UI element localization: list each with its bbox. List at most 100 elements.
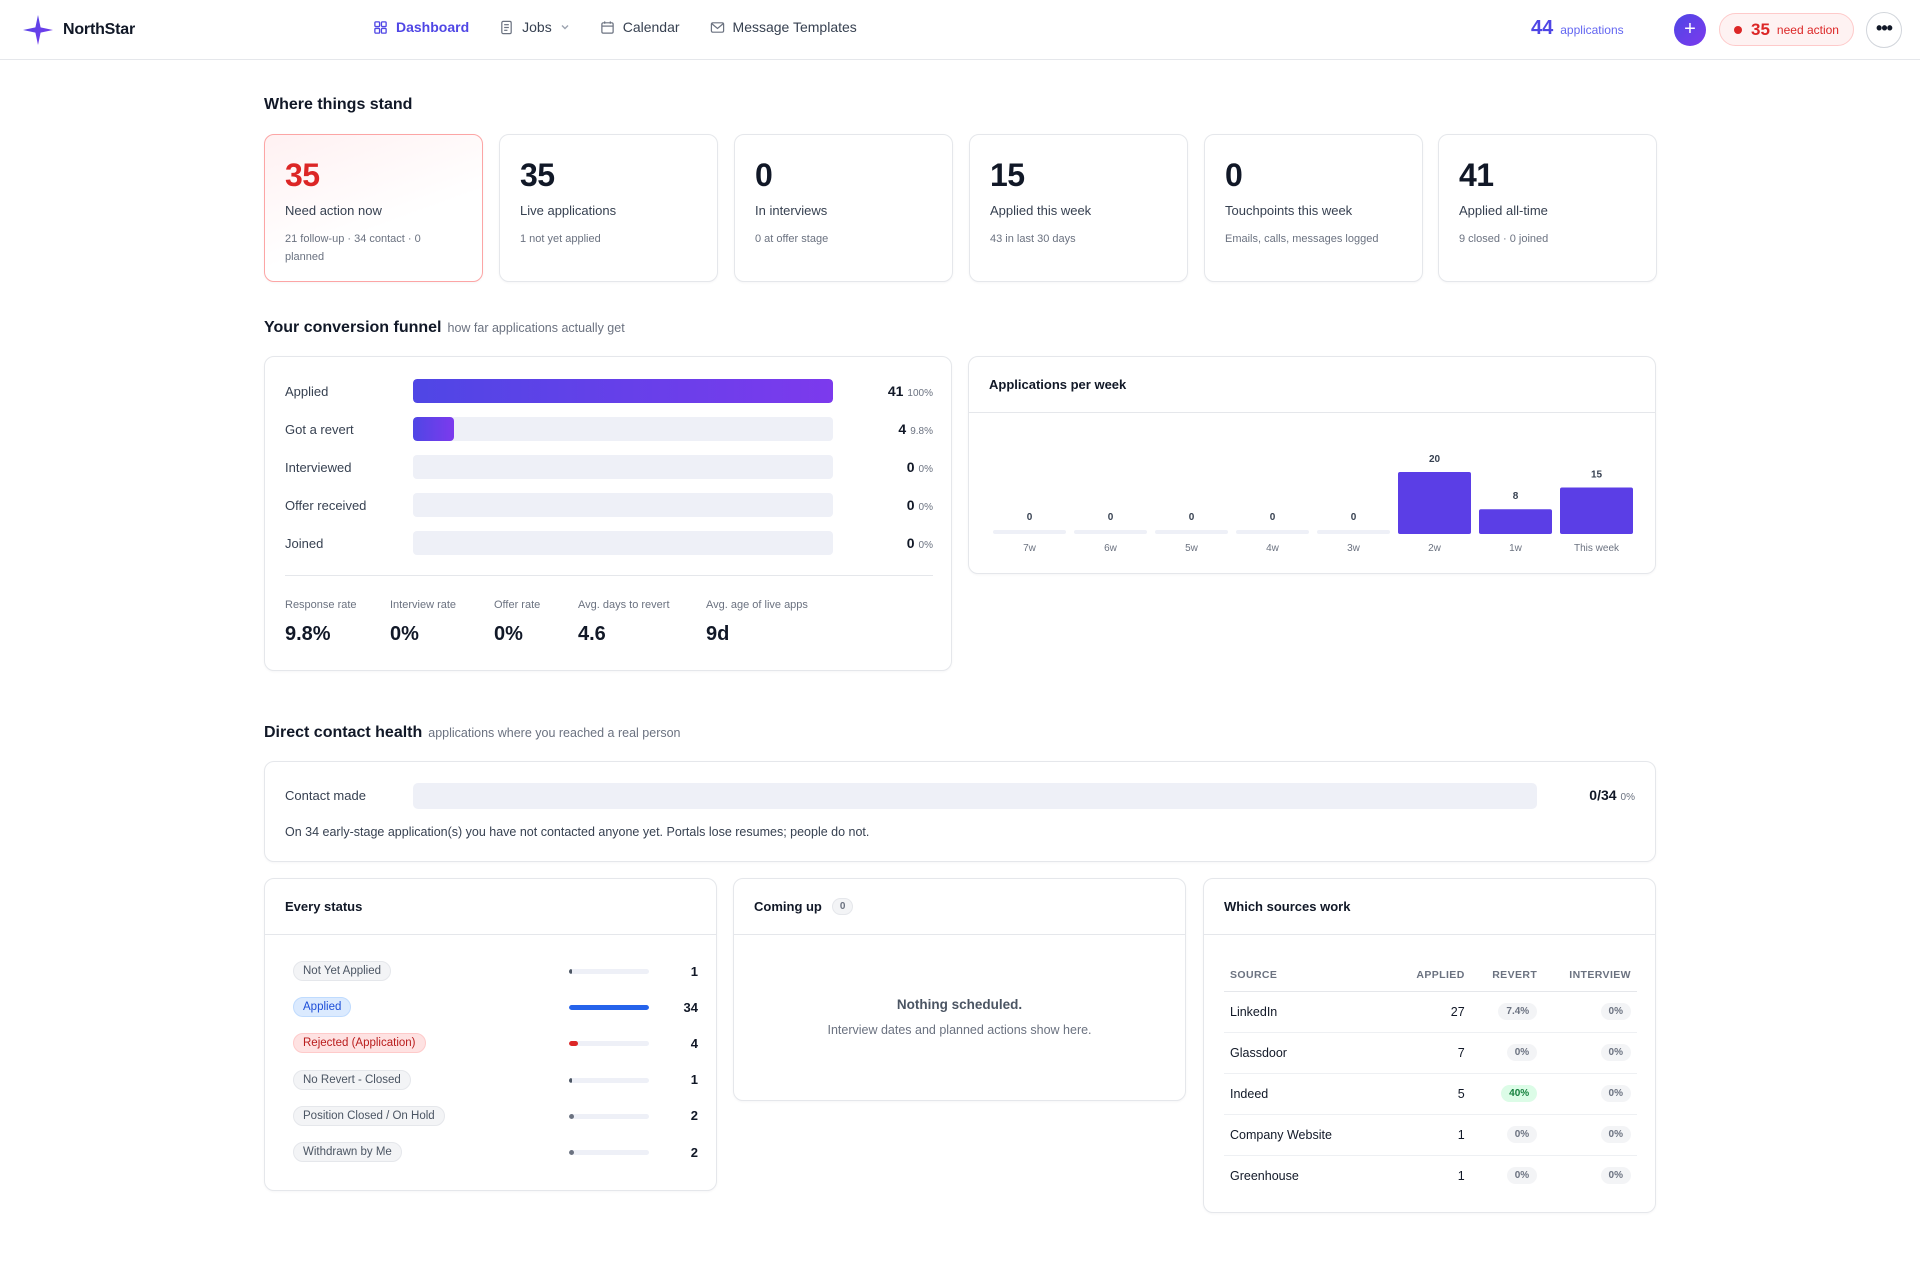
nav-calendar-label: Calendar [622, 19, 680, 35]
status-row[interactable]: No Revert - Closed 1 [293, 1068, 698, 1092]
funnel-heading: Your conversion funnel how far applicatio… [264, 319, 625, 337]
nav-message-templates[interactable]: Message Templates [710, 19, 857, 35]
nav-dashboard[interactable]: Dashboard [373, 19, 469, 35]
stat-sub: 43 in last 30 days [990, 233, 1076, 245]
stat-card-applied-all-time[interactable]: 41 Applied all-time 9 closed · 0 joined [1438, 134, 1657, 282]
chart-data-label: 0 [1108, 512, 1114, 523]
chart-bar[interactable] [1155, 530, 1228, 534]
revert-pill: 0% [1506, 1044, 1538, 1061]
source-revert-cell: 40% [1470, 1073, 1544, 1115]
need-action-button[interactable]: 35 need action [1719, 13, 1854, 46]
status-row[interactable]: Not Yet Applied 1 [293, 959, 698, 983]
chart-bar[interactable] [1074, 530, 1147, 534]
sources-table-body: LinkedIn 27 7.4% 0% Glassdoor 7 0% 0% Indeed 5 40%… [1224, 991, 1637, 1196]
status-count: 34 [683, 999, 698, 1015]
metric-value: 0% [390, 623, 419, 645]
chart-bar[interactable] [1236, 530, 1309, 534]
metric-label: Response rate [285, 599, 357, 611]
source-applied: 5 [1394, 1073, 1471, 1115]
nav-calendar[interactable]: Calendar [600, 19, 680, 35]
status-card-header: Every status [265, 879, 716, 935]
status-bar-fill [569, 1041, 579, 1047]
chart-bar[interactable] [993, 530, 1066, 534]
metric-label: Avg. days to revert [578, 599, 670, 611]
stat-card-in-interviews[interactable]: 0 In interviews 0 at offer stage [734, 134, 953, 282]
column-header-revert[interactable]: REVERT [1470, 959, 1544, 992]
funnel-label: Applied [285, 383, 329, 399]
stat-title: In interviews [755, 203, 828, 218]
funnel-count: 0 [906, 535, 915, 551]
source-name: Greenhouse [1230, 1168, 1299, 1183]
funnel-pct: 0% [918, 540, 933, 551]
funnel-label: Joined [285, 535, 324, 551]
status-pill: Withdrawn by Me [293, 1142, 402, 1162]
status-bar-fill [569, 1077, 573, 1083]
status-row[interactable]: Withdrawn by Me 2 [293, 1140, 698, 1164]
stat-card-applied-this-week[interactable]: 15 Applied this week 43 in last 30 days [969, 134, 1188, 282]
source-interview-cell: 0% [1543, 1032, 1637, 1074]
funnel-label: Interviewed [285, 459, 352, 475]
stat-title: Applied this week [990, 203, 1092, 218]
app-logo[interactable]: NorthStar [22, 14, 135, 46]
nav-message-templates-label: Message Templates [732, 19, 857, 35]
table-row[interactable]: Glassdoor 7 0% 0% [1224, 1032, 1637, 1074]
funnel-label: Got a revert [285, 421, 354, 437]
interview-pill: 0% [1600, 1167, 1631, 1185]
contact-track [413, 783, 1537, 809]
status-bar [569, 1150, 649, 1155]
funnel-track [413, 379, 833, 403]
funnel-subtitle: how far applications actually get [447, 321, 625, 335]
chart-bar[interactable] [1317, 530, 1390, 534]
funnel-divider [285, 575, 933, 576]
stat-value: 35 [520, 157, 555, 193]
contact-count: 0/34 [1589, 787, 1617, 803]
chart-tick-label: 2w [1428, 543, 1442, 554]
stat-value: 35 [285, 157, 320, 193]
metric-value: 4.6 [578, 623, 606, 645]
chevron-down-icon [561, 25, 569, 30]
status-row[interactable]: Position Closed / On Hold 2 [293, 1104, 698, 1128]
weekly-chart-header: Applications per week [969, 357, 1655, 413]
funnel-count: 4 [898, 421, 907, 437]
metric-avg-age-live-apps: Avg. age of live apps 9d [706, 599, 808, 646]
funnel-title: Your conversion funnel [264, 319, 442, 336]
weekly-bar-chart: 0 7w 0 6w 0 5w 0 4w 0 3w 20 2w 8 1w 15 This week [993, 454, 1633, 554]
source-interview-cell: 0% [1543, 1073, 1637, 1115]
metric-value: 9.8% [285, 623, 331, 645]
source-name: Company Website [1224, 1114, 1394, 1156]
table-row[interactable]: Indeed 5 40% 0% [1224, 1073, 1637, 1115]
nav-jobs[interactable]: Jobs [499, 19, 570, 35]
contact-title: Direct contact health [264, 724, 423, 741]
funnel-count: 0 [906, 497, 915, 513]
add-application-button[interactable]: + [1674, 14, 1706, 46]
status-row[interactable]: Rejected (Application) 4 [293, 1031, 698, 1055]
column-header-source[interactable]: SOURCE [1224, 959, 1394, 992]
status-count: 1 [690, 963, 698, 979]
stat-card-need-action[interactable]: 35 Need action now 21 follow-up · 34 con… [264, 134, 483, 282]
coming-up-card: Coming up 0 Nothing scheduled. Interview… [733, 878, 1186, 1101]
chart-bar[interactable] [1560, 487, 1633, 535]
funnel-row-offer-received: Offer received 0 0% [285, 492, 933, 518]
funnel-value: 4 9.8% [833, 421, 933, 437]
status-bar [569, 1041, 649, 1047]
coming-up-count-badge: 0 [831, 898, 854, 915]
metric-avg-days-to-revert: Avg. days to revert 4.6 [578, 599, 676, 646]
more-options-button[interactable]: ••• [1866, 12, 1902, 48]
chart-bar[interactable] [1479, 509, 1552, 534]
interview-pill: 0% [1600, 1044, 1631, 1061]
stat-sub: 1 not yet applied [520, 233, 601, 245]
table-row[interactable]: Greenhouse 1 0% 0% [1224, 1155, 1637, 1196]
chart-bar[interactable] [1398, 472, 1471, 534]
table-row[interactable]: LinkedIn 27 7.4% 0% [1224, 991, 1637, 1033]
overview-title: Where things stand [264, 96, 413, 113]
stat-card-live-applications[interactable]: 35 Live applications 1 not yet applied [499, 134, 718, 282]
column-header-interview[interactable]: INTERVIEW [1543, 959, 1637, 992]
applications-counter[interactable]: 44 applications [1531, 17, 1624, 40]
status-row[interactable]: Applied 34 [293, 995, 698, 1019]
stat-card-touchpoints[interactable]: 0 Touchpoints this week Emails, calls, m… [1204, 134, 1423, 282]
column-header-applied[interactable]: APPLIED [1394, 959, 1471, 992]
stat-sub: 9 closed · 0 joined [1459, 233, 1549, 245]
sources-card: Which sources work SOURCE APPLIED REVERT… [1203, 878, 1656, 1213]
table-row[interactable]: Company Website 1 0% 0% [1224, 1114, 1637, 1156]
stat-value: 41 [1459, 157, 1494, 193]
